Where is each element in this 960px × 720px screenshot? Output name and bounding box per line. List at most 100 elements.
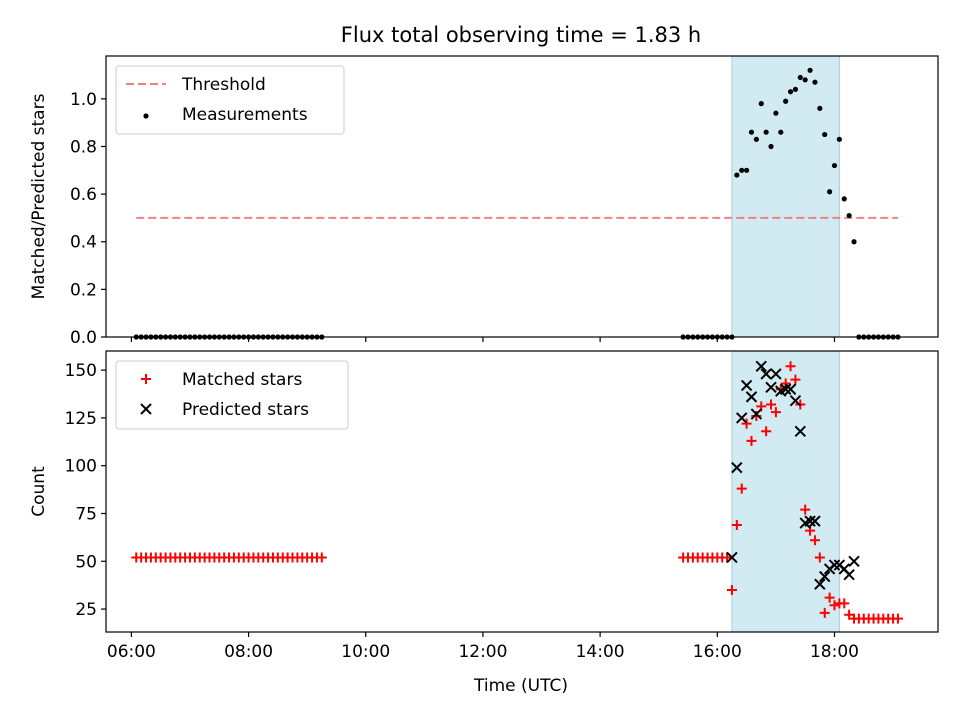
legend-box <box>115 65 345 135</box>
measurement-point <box>734 172 740 178</box>
y-tick-label: 0.6 <box>70 185 97 205</box>
predicted-star-point <box>848 555 860 567</box>
measurement-point <box>783 98 789 104</box>
matched-star-point <box>785 361 796 372</box>
legend-entry-label: Matched stars <box>182 370 302 390</box>
matched-star-point <box>751 410 762 421</box>
predicted-star-point <box>726 551 738 564</box>
predicted-star-point <box>794 425 807 437</box>
legend-entry-label: Threshold <box>181 75 266 95</box>
measurement-point <box>836 136 842 142</box>
y-axis-label: Matched/Predicted stars <box>29 93 49 299</box>
y-tick-label: 0.4 <box>70 233 97 253</box>
legend-predicted-swatch <box>140 403 152 415</box>
measurement-point <box>792 86 799 92</box>
measurement-point <box>797 74 803 81</box>
predicted-star-point <box>779 383 792 395</box>
y-tick-label: 0.8 <box>70 137 97 157</box>
matched-star-point <box>770 407 781 418</box>
matched-star-point <box>814 552 825 563</box>
predicted-star-point <box>750 408 763 420</box>
top-panel: 0.0 0.2 0.4 0.6 0.8 1.0 Matched/Predicted star… <box>29 55 939 348</box>
matched-star-point <box>819 607 830 618</box>
predicted-star-point <box>736 412 748 424</box>
predicted-star-point <box>765 381 777 394</box>
measurement-point <box>831 162 838 169</box>
x-tick-label: 06:00 <box>107 642 156 662</box>
x-tick-label: 14:00 <box>576 642 625 662</box>
matched-star-point <box>775 384 786 395</box>
measurement-point <box>812 79 818 85</box>
measurement-point <box>817 105 823 111</box>
predicted-star-point <box>819 570 831 583</box>
y-axis-label: Count <box>29 466 49 517</box>
matched-star-point <box>722 552 733 563</box>
measurement-point <box>778 129 784 135</box>
predicted-star-point <box>755 360 767 373</box>
y-tick-label: 50 <box>75 552 97 572</box>
legend-entry-label: Measurements <box>182 105 308 125</box>
predicted-star-point <box>731 461 743 474</box>
measurement-point <box>744 167 750 173</box>
legend-measurement-swatch <box>143 113 149 119</box>
measurement-point <box>846 212 852 219</box>
observing-window-span <box>731 56 840 337</box>
measurement-point <box>753 136 759 142</box>
measurement-point <box>827 189 833 195</box>
predicted-star-point <box>784 383 797 395</box>
legend-box <box>115 360 349 430</box>
legend-matched-swatch <box>141 374 151 384</box>
y-tick-label: 150 <box>65 361 97 381</box>
y-tick-label: 0.2 <box>70 280 97 300</box>
matched-star-point <box>892 613 903 624</box>
measurement-point <box>763 129 769 135</box>
matched-star-point <box>766 399 777 410</box>
measurement-point <box>851 239 857 245</box>
x-tick-label: 08:00 <box>224 642 273 662</box>
matched-star-point <box>800 504 811 515</box>
y-tick-label: 1.0 <box>70 90 97 110</box>
measurement-point <box>802 77 808 83</box>
x-tick-label: 10:00 <box>341 642 390 662</box>
matched-star-point <box>761 426 772 437</box>
matched-star-point <box>829 600 840 611</box>
y-tick-label: 0.0 <box>70 328 97 348</box>
x-tick-label: 16:00 <box>693 642 742 662</box>
y-tick-label: 75 <box>75 504 97 524</box>
x-tick-label: 12:00 <box>458 642 507 662</box>
matched-star-point <box>746 435 757 446</box>
y-tick-label: 125 <box>65 409 97 429</box>
predicted-star-point <box>760 368 772 380</box>
axes-frame <box>105 55 939 338</box>
measurement-point <box>787 89 794 95</box>
y-tick-label: 100 <box>65 457 97 477</box>
predicted-star-point <box>770 368 782 380</box>
x-tick-label: 18:00 <box>810 642 859 662</box>
measurement-point <box>822 131 828 138</box>
measurement-point <box>758 101 764 107</box>
axes-frame <box>105 350 939 633</box>
matched-star-point <box>731 519 742 530</box>
legend-entry-label: Predicted stars <box>182 400 309 420</box>
matched-star-point <box>316 552 327 563</box>
predicted-star-point <box>809 515 821 527</box>
predicted-star-point <box>789 394 802 407</box>
measurement-point <box>768 143 774 150</box>
predicted-star-point <box>740 379 753 392</box>
predicted-star-point <box>814 578 826 590</box>
matched-star-point <box>741 418 752 429</box>
predicted-star-point <box>843 568 855 581</box>
matched-star-point <box>839 598 850 609</box>
measurement-point <box>841 196 847 202</box>
x-axis-label: Time (UTC) <box>473 676 568 696</box>
figure-title: Flux total observing time = 1.83 h <box>341 23 701 47</box>
matched-star-point <box>809 535 820 546</box>
predicted-star-point <box>804 515 816 527</box>
measurement-point <box>807 67 813 73</box>
matched-star-point <box>726 584 737 595</box>
predicted-star-point <box>828 559 841 571</box>
measurement-point <box>739 167 745 173</box>
measurement-point <box>773 110 779 116</box>
matched-star-point <box>736 483 747 494</box>
